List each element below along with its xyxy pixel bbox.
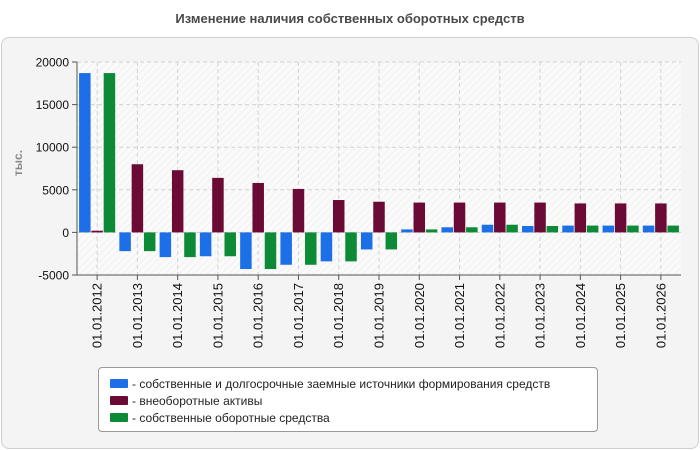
bar-noncurrent-assets	[91, 230, 103, 233]
legend-label-working-capital: - собственные оборотные средства	[132, 410, 330, 425]
bar-working-capital	[143, 232, 156, 252]
y-tick-label: 0	[62, 226, 69, 240]
bar-noncurrent-assets	[655, 203, 667, 233]
x-tick-label: 01.01.2025	[613, 283, 628, 348]
bar-working-capital	[627, 225, 639, 233]
y-tick-label: 10000	[36, 141, 70, 155]
y-tick-label: -5000	[38, 269, 69, 283]
bar-working-capital	[103, 73, 116, 233]
bar-sources	[481, 224, 494, 233]
bar-working-capital	[345, 232, 357, 262]
legend-label-noncurrent-assets: - внеоборотные активы	[132, 393, 263, 408]
bar-sources	[280, 232, 292, 265]
bar-sources	[360, 232, 373, 250]
bar-noncurrent-assets	[494, 202, 506, 233]
bar-noncurrent-assets	[413, 202, 426, 233]
x-tick-label: 01.01.2021	[452, 283, 467, 348]
bar-noncurrent-assets	[574, 203, 587, 233]
legend-label-sources: - собственные и долгосрочные заемные ист…	[132, 376, 551, 391]
chart-title: Изменение наличия собственных оборотных …	[175, 11, 525, 26]
legend-item-working-capital: - собственные оборотные средства	[99, 409, 597, 426]
legend-item-sources: - собственные и долгосрочные заемные ист…	[99, 375, 597, 392]
bar-sources	[522, 226, 534, 233]
x-tick-label: 01.01.2024	[573, 283, 588, 348]
bar-working-capital	[586, 225, 599, 233]
bar-sources	[401, 229, 413, 233]
x-tick-label: 01.01.2018	[331, 283, 346, 348]
y-tick-label: 5000	[42, 183, 69, 197]
bar-noncurrent-assets	[332, 200, 345, 233]
legend-item-noncurrent-assets: - внеоборотные активы	[99, 392, 597, 409]
bar-noncurrent-assets	[373, 201, 385, 233]
bar-sources	[199, 232, 212, 257]
x-tick-label: 01.01.2015	[210, 283, 225, 348]
bar-working-capital	[667, 225, 679, 233]
bar-sources	[441, 227, 453, 233]
bar-working-capital	[385, 232, 398, 250]
bar-noncurrent-assets	[614, 203, 627, 233]
y-axis-label: тыс.	[11, 150, 25, 176]
bar-working-capital	[466, 227, 478, 233]
x-tick-label: 01.01.2023	[533, 283, 548, 348]
bar-noncurrent-assets	[252, 182, 264, 233]
bar-noncurrent-assets	[212, 177, 224, 233]
bar-working-capital	[506, 224, 518, 233]
bar-working-capital	[305, 232, 317, 265]
x-tick-label: 01.01.2026	[653, 283, 668, 348]
bar-noncurrent-assets	[534, 202, 546, 233]
x-tick-label: 01.01.2012	[90, 283, 105, 348]
bar-sources	[602, 225, 615, 233]
bar-sources	[562, 225, 574, 233]
y-tick-label: 15000	[36, 98, 70, 112]
legend: - собственные и долгосрочные заемные ист…	[98, 367, 598, 432]
bar-sources	[159, 232, 172, 258]
x-tick-label: 01.01.2014	[170, 283, 185, 348]
x-tick-label: 01.01.2019	[372, 283, 387, 348]
bar-sources	[240, 232, 252, 270]
bar-working-capital	[224, 232, 236, 257]
bar-working-capital	[184, 232, 196, 258]
x-tick-label: 01.01.2016	[251, 283, 266, 348]
bar-sources	[320, 232, 333, 262]
bar-sources	[119, 232, 131, 252]
bar-working-capital	[425, 229, 438, 233]
x-tick-label: 01.01.2020	[412, 283, 427, 348]
bar-working-capital	[264, 232, 277, 270]
legend-swatch-sources	[110, 379, 128, 388]
bar-noncurrent-assets	[453, 202, 466, 233]
x-tick-label: 01.01.2022	[492, 283, 507, 348]
bar-noncurrent-assets	[131, 164, 144, 233]
bar-noncurrent-assets	[292, 188, 305, 233]
bar-sources	[79, 73, 91, 233]
legend-swatch-working-capital	[110, 413, 128, 422]
legend-swatch-noncurrent-assets	[110, 396, 128, 405]
bar-working-capital	[546, 226, 559, 233]
x-tick-label: 01.01.2013	[130, 283, 145, 348]
y-tick-label: 20000	[36, 56, 70, 70]
bar-noncurrent-assets	[171, 170, 184, 233]
bar-sources	[642, 225, 655, 233]
x-tick-label: 01.01.2017	[291, 283, 306, 348]
